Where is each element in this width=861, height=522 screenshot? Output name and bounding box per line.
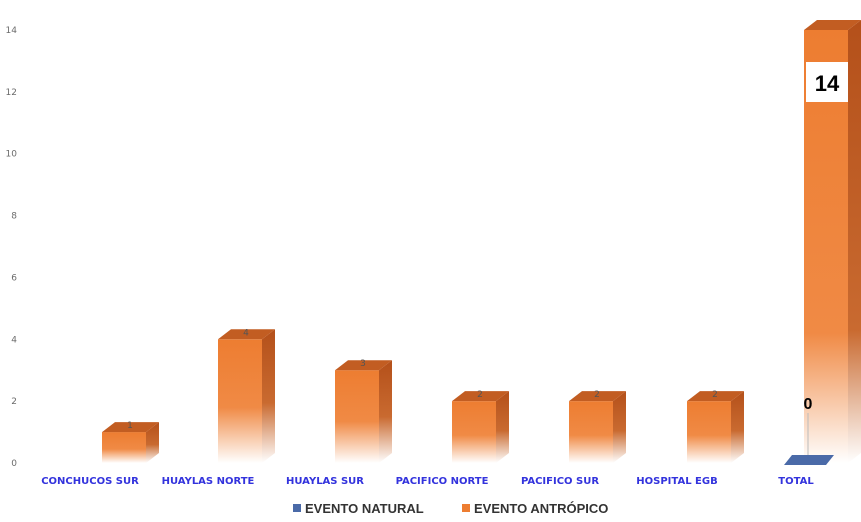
legend-item: EVENTO NATURAL <box>293 501 424 516</box>
data-label: 2 <box>477 390 483 400</box>
bar-top <box>335 360 392 371</box>
data-label: 3 <box>360 359 366 369</box>
bar-top <box>687 391 744 402</box>
bar-top <box>452 391 509 402</box>
bar-evento-antropico <box>218 329 275 463</box>
bar-front <box>218 339 262 463</box>
bar-side <box>848 20 861 463</box>
bar-front <box>102 432 146 463</box>
y-tick-label: 14 <box>6 26 18 36</box>
y-tick-label: 2 <box>11 397 17 407</box>
bar-top <box>804 20 861 30</box>
bar-evento-antropico <box>804 20 861 463</box>
bar-evento-antropico <box>569 391 626 463</box>
x-category-label: HUAYLAS SUR <box>286 476 364 487</box>
y-tick-label: 10 <box>6 150 18 160</box>
y-tick-label: 8 <box>11 212 17 222</box>
bar-top <box>218 329 275 340</box>
x-category-label: HUAYLAS NORTE <box>162 476 255 487</box>
legend-swatch <box>293 504 301 512</box>
data-label: 1 <box>127 421 133 431</box>
data-label-evento-natural: 0 <box>804 396 813 413</box>
bar-front <box>687 401 731 463</box>
x-category-label: PACIFICO NORTE <box>396 476 489 487</box>
bar-top <box>569 391 626 402</box>
data-label: 2 <box>594 390 600 400</box>
bar-evento-antropico <box>452 391 509 463</box>
legend-label: EVENTO NATURAL <box>305 501 424 516</box>
bar-evento-natural-total <box>784 455 834 465</box>
legend-item: EVENTO ANTRÓPICO <box>462 501 608 516</box>
bar-evento-antropico <box>335 360 392 463</box>
x-category-label: TOTAL <box>778 476 814 487</box>
bars <box>102 20 861 465</box>
data-label-total: 14 <box>815 71 840 96</box>
category-labels: CONCHUCOS SUR HUAYLAS NORTE HUAYLAS SUR PAC… <box>41 476 814 487</box>
legend-label: EVENTO ANTRÓPICO <box>474 501 608 516</box>
y-tick-label: 0 <box>11 459 17 469</box>
data-label-box <box>806 62 848 102</box>
data-label: 4 <box>243 328 249 338</box>
y-tick-label: 12 <box>6 88 17 98</box>
y-axis-ticks: 0 2 4 6 8 10 12 14 <box>6 26 18 469</box>
bar-side <box>146 422 159 463</box>
bar-front <box>335 370 379 463</box>
x-category-label: PACIFICO SUR <box>521 476 599 487</box>
x-category-label: HOSPITAL EGB <box>636 476 717 487</box>
bar-top <box>102 422 159 433</box>
bar-side <box>262 329 275 463</box>
y-tick-label: 6 <box>11 273 17 283</box>
bar-front <box>804 30 848 463</box>
legend: EVENTO NATURAL EVENTO ANTRÓPICO <box>293 501 608 516</box>
x-category-label: CONCHUCOS SUR <box>41 476 139 487</box>
bar-front <box>569 401 613 463</box>
bar-evento-antropico <box>102 422 159 463</box>
bar-side <box>379 360 392 463</box>
bar-front <box>452 401 496 463</box>
bar-side <box>613 391 626 463</box>
bar-side <box>731 391 744 463</box>
data-label: 2 <box>712 390 718 400</box>
y-tick-label: 4 <box>11 335 17 345</box>
bar-side <box>496 391 509 463</box>
legend-swatch <box>462 504 470 512</box>
bar-evento-antropico <box>687 391 744 463</box>
